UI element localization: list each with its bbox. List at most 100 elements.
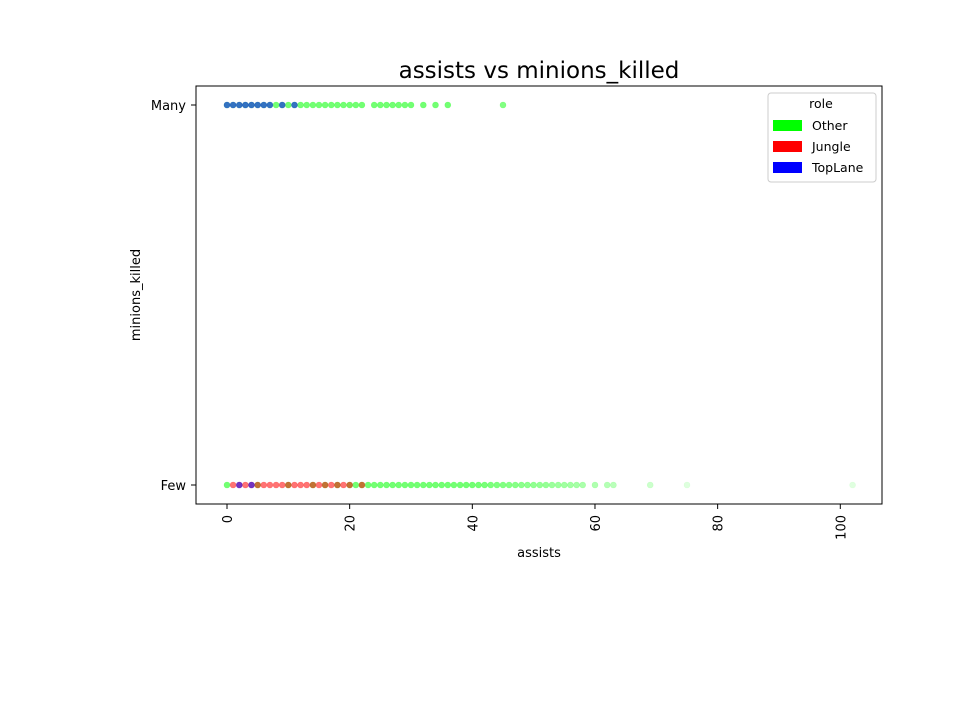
point-jungle bbox=[321, 481, 329, 489]
point-other bbox=[524, 481, 531, 489]
point-jungle bbox=[284, 481, 292, 489]
point-other bbox=[468, 481, 476, 489]
point-jungle bbox=[327, 481, 335, 489]
point-toplane bbox=[229, 101, 237, 109]
scatter-points bbox=[223, 101, 856, 489]
point-other bbox=[518, 481, 525, 489]
point-other bbox=[493, 481, 501, 489]
point-other bbox=[370, 101, 378, 109]
point-other bbox=[475, 481, 482, 489]
point-other bbox=[309, 101, 317, 109]
point-other bbox=[376, 481, 384, 489]
point-other bbox=[401, 481, 409, 489]
point-other bbox=[511, 481, 519, 489]
point-toplane bbox=[278, 101, 286, 109]
x-tick-label: 20 bbox=[344, 515, 359, 532]
point-toplane bbox=[260, 101, 268, 109]
point-jungle bbox=[266, 481, 274, 489]
point-jungle bbox=[315, 481, 323, 489]
x-axis-label: assists bbox=[517, 546, 561, 561]
point-other bbox=[499, 101, 507, 109]
point-jungle bbox=[254, 481, 262, 489]
point-other bbox=[444, 481, 452, 489]
point-jungle bbox=[340, 481, 347, 489]
point-other bbox=[389, 101, 396, 109]
legend-box bbox=[767, 92, 877, 183]
point-toplane bbox=[266, 101, 274, 109]
x-tick-label: 100 bbox=[834, 515, 849, 540]
point-other bbox=[419, 481, 427, 489]
point-other bbox=[383, 101, 390, 109]
point-other bbox=[646, 481, 654, 489]
point-other bbox=[413, 481, 421, 489]
point-other bbox=[554, 481, 562, 489]
point-other bbox=[223, 481, 231, 489]
point-jungle bbox=[346, 481, 354, 489]
chart-title: assists vs minions_killed bbox=[399, 58, 680, 84]
y-axis-label: minions_killed bbox=[129, 249, 144, 341]
x-tick-label: 60 bbox=[589, 515, 604, 532]
point-toplane bbox=[242, 101, 249, 109]
point-other bbox=[303, 101, 311, 109]
point-other bbox=[548, 481, 556, 489]
point-other bbox=[567, 481, 574, 489]
point-toplane bbox=[236, 101, 243, 109]
point-other bbox=[395, 481, 403, 489]
x-tick-label: 40 bbox=[466, 515, 481, 532]
point-other bbox=[530, 481, 537, 489]
point-other bbox=[352, 101, 360, 109]
point-jungle bbox=[309, 481, 317, 489]
point-jungle bbox=[242, 481, 249, 489]
point-other bbox=[432, 101, 439, 109]
point-other bbox=[683, 481, 691, 489]
point-jungle bbox=[272, 481, 280, 489]
point-other bbox=[450, 481, 458, 489]
point-jungle bbox=[278, 481, 286, 489]
point-other bbox=[462, 481, 470, 489]
point-other bbox=[849, 481, 856, 489]
point-jungle bbox=[291, 481, 298, 489]
legend-label-other: Other bbox=[812, 118, 848, 133]
legend-label-jungle: Jungle bbox=[811, 139, 851, 154]
point-other bbox=[591, 481, 599, 489]
point-other bbox=[346, 101, 354, 109]
point-other bbox=[610, 481, 617, 489]
point-other bbox=[334, 101, 341, 109]
point-other bbox=[376, 101, 384, 109]
point-other bbox=[603, 481, 611, 489]
point-other bbox=[321, 101, 329, 109]
point-other bbox=[383, 481, 390, 489]
legend-swatch-toplane bbox=[773, 162, 802, 173]
point-other bbox=[315, 101, 323, 109]
y-axis-ticks: Few Many bbox=[151, 99, 196, 494]
point-jungle bbox=[358, 481, 366, 489]
point-other bbox=[401, 101, 409, 109]
point-other bbox=[358, 101, 366, 109]
point-toplane bbox=[236, 481, 243, 489]
point-other bbox=[364, 481, 372, 489]
point-toplane bbox=[254, 101, 262, 109]
y-tick-label: Few bbox=[161, 479, 187, 494]
point-other bbox=[481, 481, 488, 489]
point-other bbox=[536, 481, 544, 489]
point-other bbox=[352, 481, 360, 489]
x-tick-label: 0 bbox=[221, 515, 236, 523]
legend-swatch-jungle bbox=[773, 141, 802, 152]
point-other bbox=[432, 481, 439, 489]
legend-title: role bbox=[809, 96, 833, 111]
point-other bbox=[542, 481, 550, 489]
point-toplane bbox=[291, 101, 298, 109]
point-other bbox=[579, 481, 587, 489]
legend: role Other Jungle TopLane bbox=[767, 92, 877, 183]
point-other bbox=[505, 481, 513, 489]
point-toplane bbox=[248, 101, 255, 109]
point-toplane bbox=[248, 481, 255, 489]
point-other bbox=[438, 481, 446, 489]
point-other bbox=[560, 481, 568, 489]
point-other bbox=[419, 101, 427, 109]
point-other bbox=[340, 101, 347, 109]
point-other bbox=[407, 101, 415, 109]
point-other bbox=[297, 101, 304, 109]
point-other bbox=[426, 481, 433, 489]
